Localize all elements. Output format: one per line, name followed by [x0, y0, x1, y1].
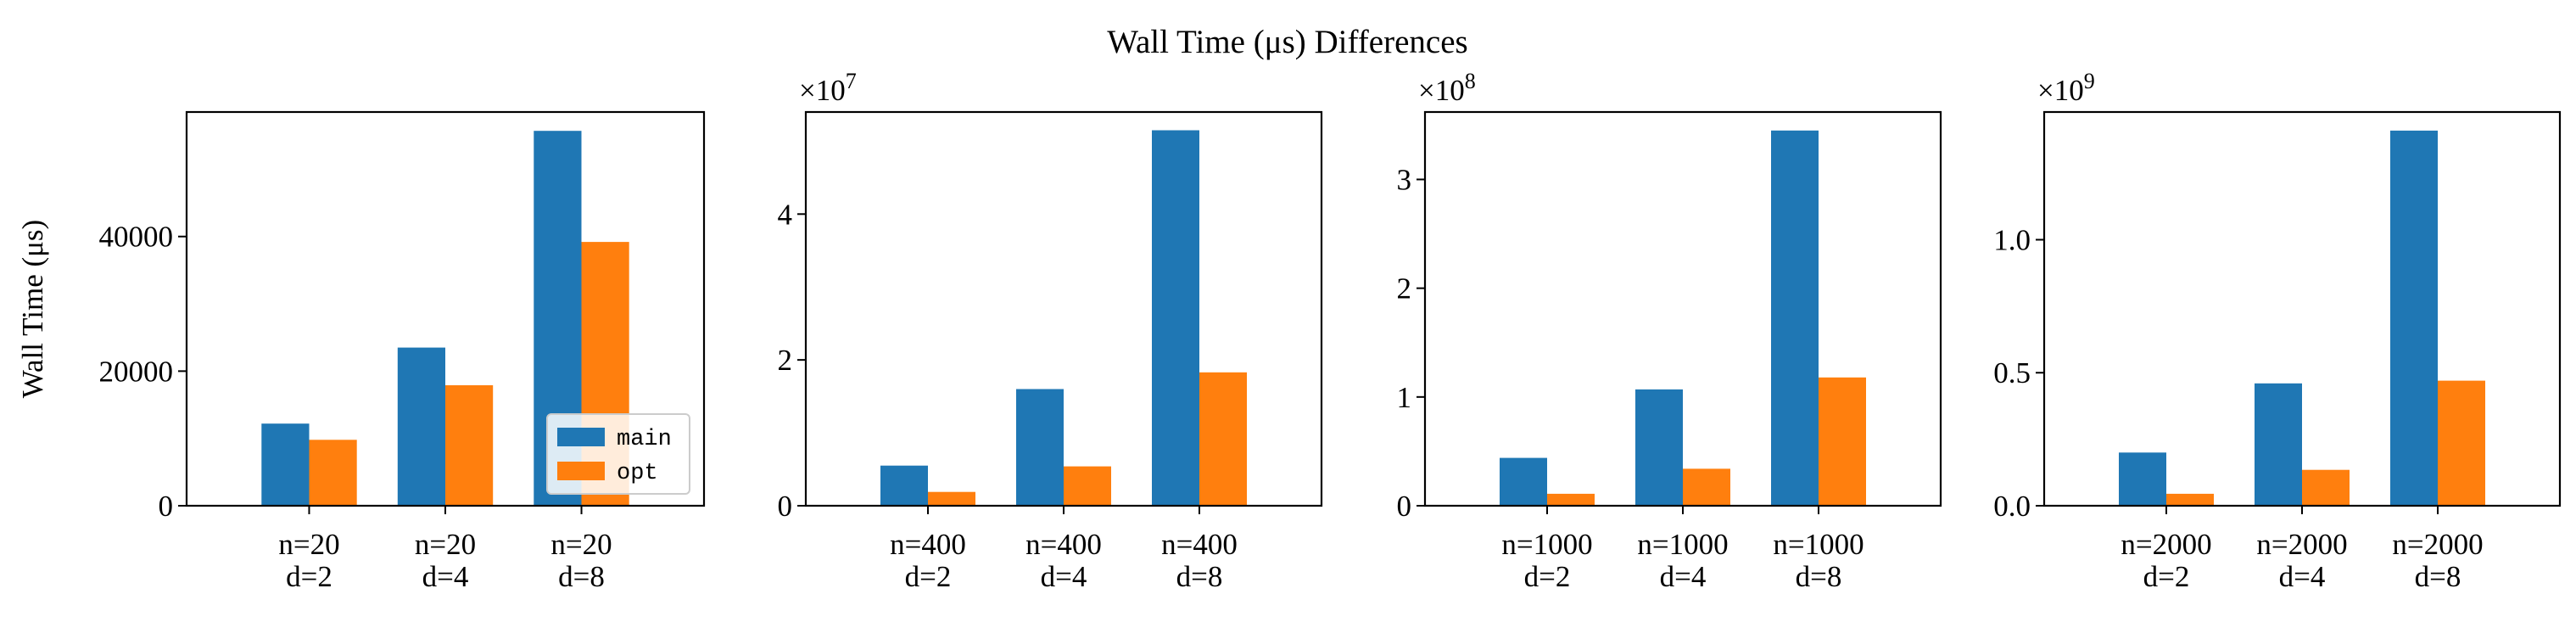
legend-label-main: main — [617, 427, 672, 452]
x-tick-label: n=20 d=4 — [415, 528, 476, 593]
y-tick-label: 4 — [778, 198, 793, 231]
bar-main-3 — [1152, 130, 1199, 506]
bar-opt-3 — [1819, 377, 1866, 506]
bar-main-1 — [2119, 452, 2166, 506]
x-tick-label: n=20 d=8 — [550, 528, 612, 593]
bar-opt-1 — [928, 491, 975, 506]
bar-opt-2 — [2302, 469, 2350, 506]
x-tick-label: n=1000 d=4 — [1637, 528, 1728, 593]
y-tick-label: 20000 — [99, 355, 174, 388]
bar-main-2 — [1635, 389, 1683, 506]
y-tick-label: 40000 — [99, 221, 174, 254]
legend-swatch-opt — [557, 462, 605, 480]
bar-opt-1 — [1547, 493, 1595, 506]
x-tick-label: n=2000 d=2 — [2121, 528, 2211, 593]
x-tick-label: n=400 d=2 — [890, 528, 966, 593]
y-tick-label: 0.0 — [1993, 490, 2031, 523]
figure-title: Wall Time (μs) Differences — [1107, 24, 1467, 60]
y-tick-label: 2 — [778, 344, 793, 377]
bar-opt-1 — [2166, 493, 2214, 506]
y-tick-label: 0 — [159, 490, 174, 523]
bar-main-1 — [261, 423, 310, 506]
bar-opt-2 — [1683, 468, 1730, 506]
y-tick-label: 1.0 — [1993, 223, 2031, 256]
bar-main-2 — [397, 347, 445, 506]
bar-opt-2 — [445, 385, 494, 506]
y-tick-label: 0.5 — [1993, 356, 2031, 389]
subplot-1: 0 20000 40000 n=20 d=2 n=20 d=4 n=20 d=8 Wall Tim… — [16, 110, 706, 593]
x-tick-label: n=2000 d=4 — [2256, 528, 2347, 593]
legend: main opt — [546, 413, 690, 495]
y-tick-label: 0 — [1397, 490, 1412, 523]
x-tick-label: n=2000 d=8 — [2392, 528, 2483, 593]
y-tick-label: 0 — [778, 490, 793, 523]
bar-main-3 — [2390, 130, 2438, 506]
offset-text: ×107 — [799, 69, 857, 107]
subplot-4: 0.0 0.5 1.0 n=2000 d=2 n=2000 d=4 n=2000 d=8 ×109 — [1993, 69, 2562, 593]
y-tick-label: 3 — [1397, 163, 1412, 196]
subplot-3: 0 1 2 3 n=1000 d=2 n=1000 d=4 n=1000 d=8 ×108 — [1397, 69, 1942, 593]
offset-text: ×109 — [2037, 69, 2095, 107]
bar-main-3 — [1771, 130, 1819, 507]
x-tick-label: n=1000 d=2 — [1501, 528, 1592, 593]
bar-opt-3 — [1199, 372, 1247, 506]
bar-main-1 — [880, 465, 928, 506]
y-tick-label: 1 — [1397, 381, 1412, 414]
bar-main-2 — [1016, 389, 1064, 506]
bar-main-2 — [2255, 383, 2302, 506]
bar-main-1 — [1500, 457, 1547, 506]
x-tick-label: n=1000 d=8 — [1773, 528, 1864, 593]
x-tick-label: n=400 d=8 — [1161, 528, 1238, 593]
bar-opt-1 — [309, 440, 357, 506]
legend-label-opt: opt — [617, 461, 658, 486]
y-axis-label: Wall Time (μs) — [16, 220, 49, 398]
x-tick-label: n=400 d=4 — [1025, 528, 1102, 593]
bar-opt-2 — [1064, 466, 1111, 506]
legend-swatch-main — [557, 428, 605, 446]
subplot-2: 0 2 4 n=400 d=2 n=400 d=4 n=400 d=8 ×107 — [778, 69, 1323, 593]
bar-opt-3 — [2438, 380, 2485, 506]
offset-text: ×108 — [1418, 69, 1476, 107]
y-tick-label: 2 — [1397, 272, 1412, 305]
x-tick-label: n=20 d=2 — [278, 528, 339, 593]
